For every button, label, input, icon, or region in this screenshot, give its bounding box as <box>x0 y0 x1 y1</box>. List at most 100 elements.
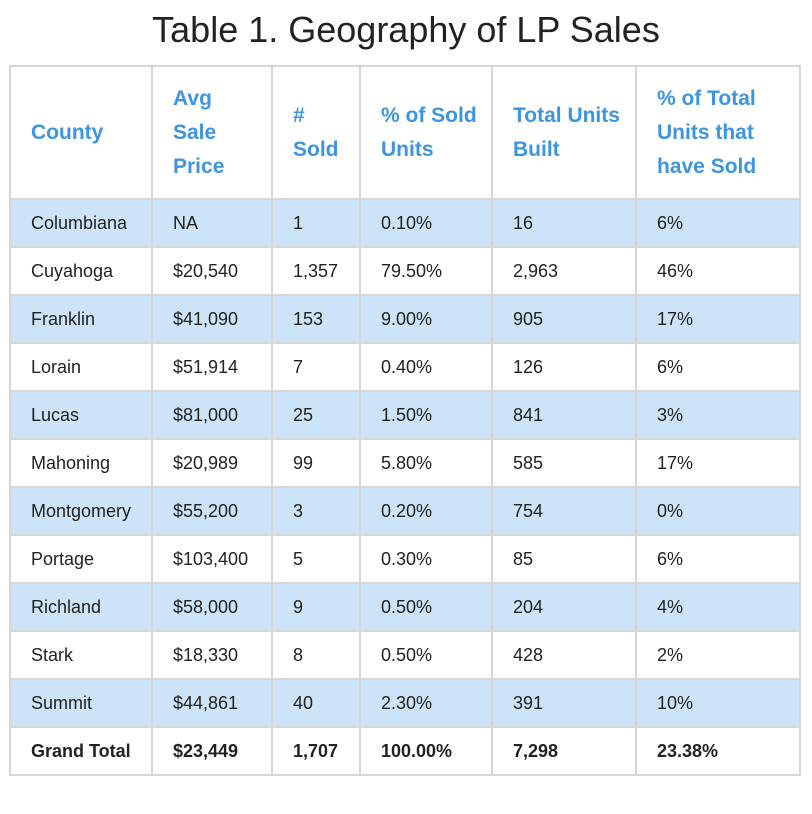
table-cell: 17% <box>635 438 801 488</box>
column-header: County <box>9 65 153 200</box>
table-cell: Cuyahoga <box>9 246 153 296</box>
table-cell: 8 <box>271 630 361 680</box>
table-cell: 0.50% <box>359 582 493 632</box>
table-cell: 428 <box>491 630 637 680</box>
column-header-text: % of Sold Units <box>381 103 477 161</box>
total-cell: 23.38% <box>635 726 801 776</box>
table-cell: 25 <box>271 390 361 440</box>
table-cell: $44,861 <box>151 678 273 728</box>
table-cell: 5 <box>271 534 361 584</box>
table-row: Richland $58,000 9 0.50% 204 4% <box>9 582 801 632</box>
table-cell: 10% <box>635 678 801 728</box>
header-row: County Avg Sale Price # Sold % of Sold Unit… <box>9 65 801 200</box>
table-cell: 2,963 <box>491 246 637 296</box>
table-title: Table 1. Geography of LP Sales <box>152 9 660 50</box>
table-row: Stark $18,330 8 0.50% 428 2% <box>9 630 801 680</box>
table-cell: 841 <box>491 390 637 440</box>
column-header-text: County <box>31 120 104 144</box>
table-cell: Portage <box>9 534 153 584</box>
table-row: Mahoning $20,989 99 5.80% 585 17% <box>9 438 801 488</box>
total-row: Grand Total $23,449 1,707 100.00% 7,298 23.38… <box>9 726 801 776</box>
table-row: Montgomery $55,200 3 0.20% 754 0% <box>9 486 801 536</box>
table-cell: 46% <box>635 246 801 296</box>
table-cell: 1 <box>271 198 361 248</box>
table-cell: $20,989 <box>151 438 273 488</box>
table-cell: $58,000 <box>151 582 273 632</box>
table-cell: Lucas <box>9 390 153 440</box>
table-row: Cuyahoga $20,540 1,357 79.50% 2,963 46% <box>9 246 801 296</box>
table-cell: 4% <box>635 582 801 632</box>
table-cell: 6% <box>635 198 801 248</box>
table-cell: 3 <box>271 486 361 536</box>
column-header: % of Sold Units <box>359 65 493 200</box>
column-header: % of Total Units that have Sold <box>635 65 801 200</box>
table-row: Columbiana NA 1 0.10% 16 6% <box>9 198 801 248</box>
column-header-text: Avg Sale Price <box>173 86 225 178</box>
table-cell: 2% <box>635 630 801 680</box>
sales-table: County Avg Sale Price # Sold % of Sold Unit… <box>9 65 801 776</box>
table-row: Lorain $51,914 7 0.40% 126 6% <box>9 342 801 392</box>
table-cell: 391 <box>491 678 637 728</box>
total-cell: Grand Total <box>9 726 153 776</box>
table-cell: 0.20% <box>359 486 493 536</box>
column-header: Total Units Built <box>491 65 637 200</box>
column-header: # Sold <box>271 65 361 200</box>
table-cell: 0.50% <box>359 630 493 680</box>
table-cell: 153 <box>271 294 361 344</box>
table-row: Portage $103,400 5 0.30% 85 6% <box>9 534 801 584</box>
total-cell: $23,449 <box>151 726 273 776</box>
column-header-text: % of Total Units that have Sold <box>657 86 757 178</box>
table-cell: $20,540 <box>151 246 273 296</box>
table-cell: 6% <box>635 342 801 392</box>
table-cell: $55,200 <box>151 486 273 536</box>
table-cell: NA <box>151 198 273 248</box>
table-cell: 0.10% <box>359 198 493 248</box>
table-cell: 9.00% <box>359 294 493 344</box>
table-cell: 99 <box>271 438 361 488</box>
table-cell: 7 <box>271 342 361 392</box>
column-header-text: # Sold <box>293 103 339 161</box>
table-cell: 0.30% <box>359 534 493 584</box>
table-cell: 3% <box>635 390 801 440</box>
table-body: Columbiana NA 1 0.10% 16 6% Cuyahoga $20,540 1,3… <box>9 198 801 776</box>
table-cell: 85 <box>491 534 637 584</box>
table-cell: Lorain <box>9 342 153 392</box>
column-header: Avg Sale Price <box>151 65 273 200</box>
table-cell: $18,330 <box>151 630 273 680</box>
total-cell: 100.00% <box>359 726 493 776</box>
table-cell: Montgomery <box>9 486 153 536</box>
table-cell: 0% <box>635 486 801 536</box>
table-cell: 5.80% <box>359 438 493 488</box>
table-row: Franklin $41,090 153 9.00% 905 17% <box>9 294 801 344</box>
total-cell: 1,707 <box>271 726 361 776</box>
table-cell: 16 <box>491 198 637 248</box>
table-cell: 6% <box>635 534 801 584</box>
table-cell: 754 <box>491 486 637 536</box>
total-cell: 7,298 <box>491 726 637 776</box>
table-cell: $51,914 <box>151 342 273 392</box>
table-cell: Richland <box>9 582 153 632</box>
table-cell: Columbiana <box>9 198 153 248</box>
table-cell: 585 <box>491 438 637 488</box>
table-row: Lucas $81,000 25 1.50% 841 3% <box>9 390 801 440</box>
table-cell: 1,357 <box>271 246 361 296</box>
table-cell: 126 <box>491 342 637 392</box>
table-cell: Stark <box>9 630 153 680</box>
table-cell: 204 <box>491 582 637 632</box>
table-row: Summit $44,861 40 2.30% 391 10% <box>9 678 801 728</box>
table-cell: $41,090 <box>151 294 273 344</box>
table-cell: 0.40% <box>359 342 493 392</box>
column-header-text: Total Units Built <box>513 103 620 161</box>
table-cell: 905 <box>491 294 637 344</box>
table-cell: 79.50% <box>359 246 493 296</box>
table-cell: 1.50% <box>359 390 493 440</box>
table-cell: Franklin <box>9 294 153 344</box>
table-cell: Summit <box>9 678 153 728</box>
table-cell: 2.30% <box>359 678 493 728</box>
table-cell: 17% <box>635 294 801 344</box>
table-cell: $103,400 <box>151 534 273 584</box>
table-cell: $81,000 <box>151 390 273 440</box>
table-cell: 40 <box>271 678 361 728</box>
table-cell: 9 <box>271 582 361 632</box>
